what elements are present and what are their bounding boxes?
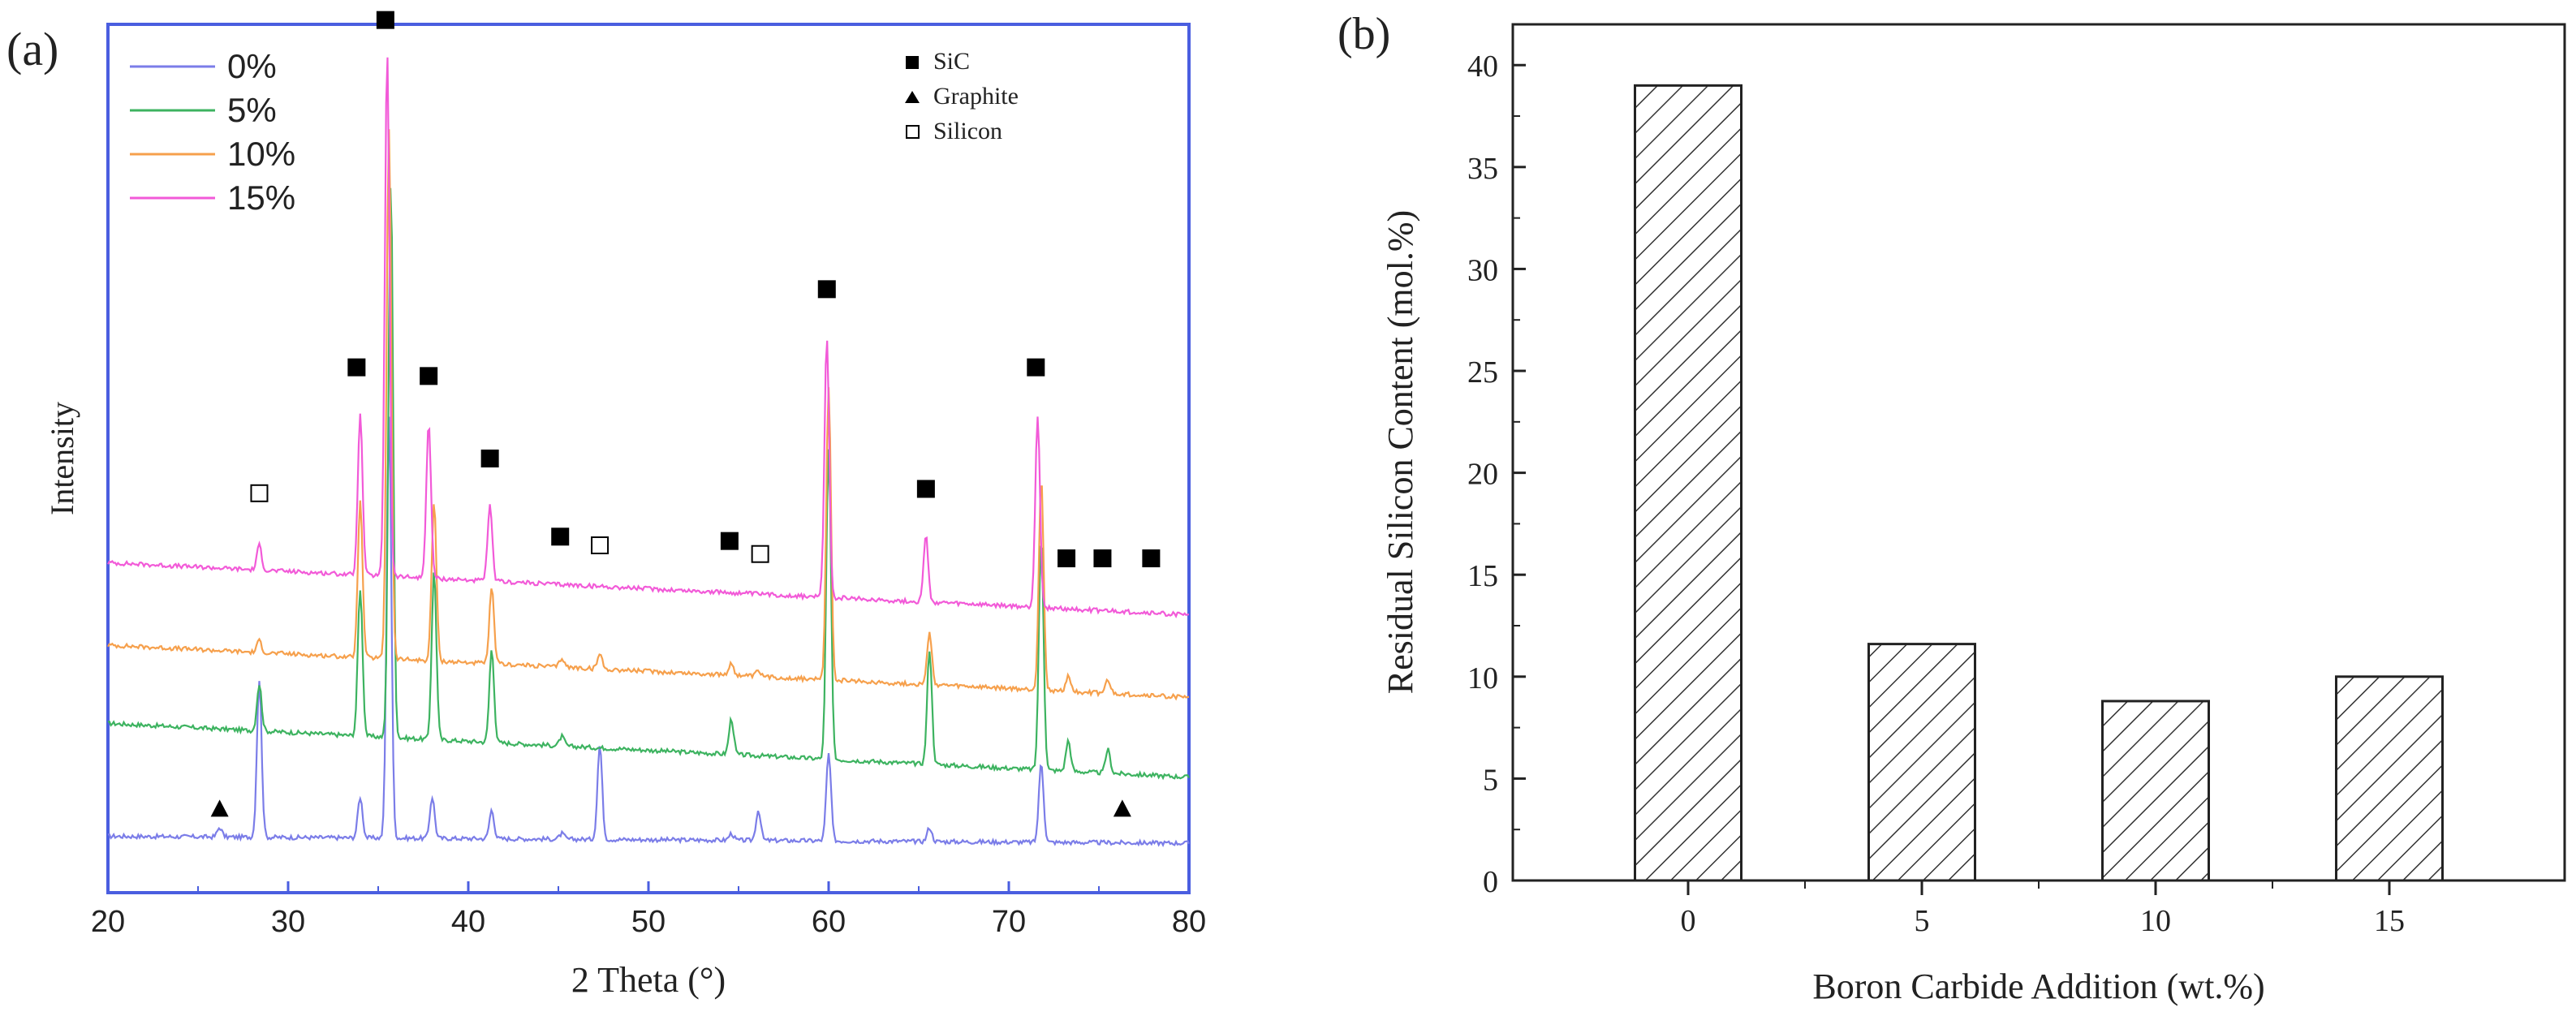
sic-peak-marker: [916, 480, 935, 498]
panel-a-x-axis-label: 2 Theta (°): [571, 960, 726, 1000]
sic-peak-marker: [1058, 549, 1076, 568]
bar-0-wt: [1634, 84, 1742, 882]
panel-a: (a) 20 30 40 50 60 70 80 2 Theta (°) Intensity…: [6, 11, 1206, 1000]
panel-b-y-ticks: 0 5 10 15 20 25 30 35 40: [1467, 50, 1526, 899]
silicon-peak-marker: [250, 484, 269, 502]
xrd-series-10pct: [107, 129, 1190, 701]
graphite-legend-label: Graphite: [933, 83, 1019, 110]
panel-b-label: (b): [1338, 9, 1390, 59]
sic-legend-label: SiC: [933, 48, 970, 75]
panel-b-x-axis-label: Boron Carbide Addition (wt.%): [1812, 967, 2264, 1006]
xrd-series-5pct: [107, 187, 1190, 781]
graphite-peak-marker: [1113, 799, 1131, 817]
panel-b-y-axis-label: Residual Silicon Content (mol.%): [1381, 210, 1420, 694]
sic-peak-marker: [1027, 358, 1045, 377]
y-tick-label: 20: [1467, 458, 1498, 492]
x-tick-label: 40: [451, 905, 485, 939]
x-tick-label: 80: [1172, 905, 1206, 939]
x-tick-label: 30: [271, 905, 305, 939]
y-tick-label: 15: [1467, 559, 1498, 593]
panel-a-y-axis-label: Intensity: [44, 402, 80, 515]
x-tick-label: 10: [2140, 904, 2171, 938]
xrd-series-15pct: [107, 57, 1190, 618]
panel-a-label: (a): [6, 23, 58, 75]
legend-label-0: 0%: [227, 47, 277, 85]
sic-peak-marker: [817, 280, 836, 299]
bar-10-wt: [2101, 700, 2210, 882]
panel-b-x-ticks: 0 5 10 15: [1681, 880, 2405, 938]
x-tick-label: 5: [1915, 904, 1930, 938]
silicon-legend-icon: [906, 125, 920, 139]
panel-b-bars: [1634, 84, 2444, 882]
x-tick-label: 0: [1681, 904, 1696, 938]
sic-peak-marker: [376, 11, 394, 29]
xrd-series-0pct: [107, 416, 1190, 848]
y-tick-label: 40: [1467, 50, 1498, 84]
y-tick-label: 35: [1467, 152, 1498, 186]
y-tick-label: 0: [1483, 865, 1498, 899]
sic-peak-marker: [1093, 549, 1112, 568]
x-tick-label: 60: [812, 905, 846, 939]
panel-b: (b) 0 5 10 15 20 25 30 35 40 0 5 10 15 Boron Carbid…: [1338, 9, 2566, 1006]
bar-15-wt: [2335, 675, 2444, 882]
sic-peak-marker: [480, 450, 499, 467]
y-tick-label: 25: [1467, 355, 1498, 390]
legend-label-1: 5%: [227, 91, 277, 129]
sic-peak-marker: [720, 532, 739, 550]
bar-5-wt: [1867, 643, 1976, 882]
legend-label-3: 15%: [227, 179, 295, 217]
silicon-peak-marker: [751, 545, 769, 563]
x-tick-label: 70: [992, 905, 1026, 939]
y-tick-label: 10: [1467, 661, 1498, 695]
y-tick-label: 30: [1467, 253, 1498, 287]
panel-a-plot-frame: [106, 23, 1191, 894]
y-tick-label: 5: [1483, 763, 1498, 797]
sic-peak-marker: [1142, 549, 1161, 568]
x-tick-label: 15: [2374, 904, 2405, 938]
sic-peak-marker: [551, 527, 570, 546]
silicon-legend-label: Silicon: [933, 118, 1002, 144]
panel-a-series: [107, 57, 1190, 848]
panel-a-peak-markers: [210, 11, 1161, 817]
graphite-peak-marker: [210, 799, 229, 817]
panel-a-x-ticks: 20 30 40 50 60 70 80: [91, 881, 1206, 939]
silicon-peak-marker: [591, 536, 610, 554]
graphite-legend-icon: [905, 91, 920, 103]
x-tick-label: 20: [91, 905, 125, 939]
sic-legend-icon: [906, 56, 919, 69]
sic-peak-marker: [420, 367, 438, 385]
sic-peak-marker: [347, 358, 366, 377]
panel-a-phase-legend: SiC Graphite Silicon: [905, 48, 1019, 144]
legend-label-2: 10%: [227, 135, 295, 173]
x-tick-label: 50: [631, 905, 666, 939]
panel-a-legend: 0% 5% 10% 15%: [130, 47, 295, 217]
